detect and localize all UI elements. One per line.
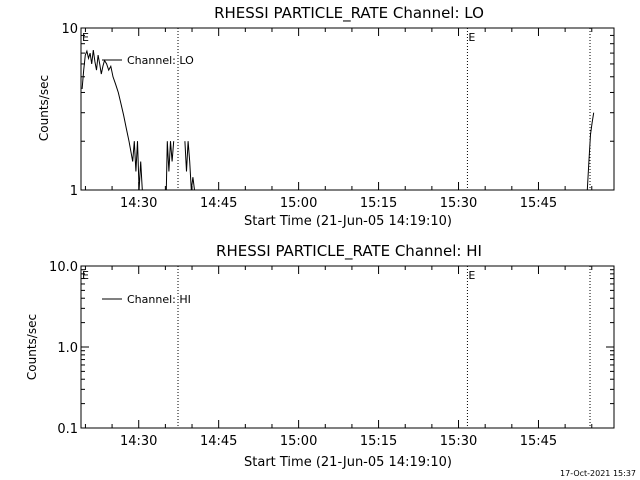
- legend-label-lo: Channel: LO: [127, 54, 194, 67]
- y-axis-label-hi: Counts/sec: [25, 314, 39, 380]
- legend-label-hi: Channel: HI: [127, 293, 191, 306]
- event-marker-hi: E: [82, 269, 89, 282]
- y-axis-label-lo: Counts/sec: [37, 75, 51, 141]
- x-tick-label-hi: 15:45: [520, 434, 557, 449]
- y-tick-label-lo: 10: [61, 22, 78, 37]
- event-marker-hi: E: [468, 269, 475, 282]
- footer-timestamp: 17-Oct-2021 15:37: [560, 469, 636, 478]
- event-marker-lo: E: [82, 31, 89, 44]
- y-tick-label-hi: 0.1: [57, 422, 78, 437]
- x-tick-label-lo: 15:45: [520, 196, 557, 211]
- x-axis-label-hi: Start Time (21-Jun-05 14:19:10): [244, 455, 452, 470]
- chart-title-lo: RHESSI PARTICLE_RATE Channel: LO: [214, 4, 484, 23]
- x-tick-label-lo: 15:30: [440, 196, 477, 211]
- x-tick-label-lo: 15:15: [360, 196, 397, 211]
- plot-frame-lo: [80, 27, 615, 191]
- x-tick-label-hi: 14:45: [200, 434, 237, 449]
- panel-lo: RHESSI PARTICLE_RATE Channel: LO Counts/…: [37, 4, 615, 229]
- y-tick-label-hi: 10.0: [49, 260, 78, 275]
- chart-title-hi: RHESSI PARTICLE_RATE Channel: HI: [216, 242, 482, 261]
- x-tick-label-hi: 15:15: [360, 434, 397, 449]
- x-tick-label-hi: 14:30: [120, 434, 157, 449]
- x-tick-label-lo: 14:30: [120, 196, 157, 211]
- panel-hi: RHESSI PARTICLE_RATE Channel: HI Counts/…: [25, 242, 615, 470]
- x-axis-label-lo: Start Time (21-Jun-05 14:19:10): [244, 214, 452, 229]
- series-line-lo: [81, 49, 595, 191]
- x-tick-label-lo: 15:00: [280, 196, 317, 211]
- x-tick-label-hi: 15:00: [280, 434, 317, 449]
- plot-frame-hi: [80, 265, 615, 429]
- y-tick-label-hi: 1.0: [57, 341, 78, 356]
- event-marker-lo: E: [468, 31, 475, 44]
- x-tick-label-hi: 15:30: [440, 434, 477, 449]
- y-tick-label-lo: 1: [70, 184, 78, 199]
- x-tick-label-lo: 14:45: [200, 196, 237, 211]
